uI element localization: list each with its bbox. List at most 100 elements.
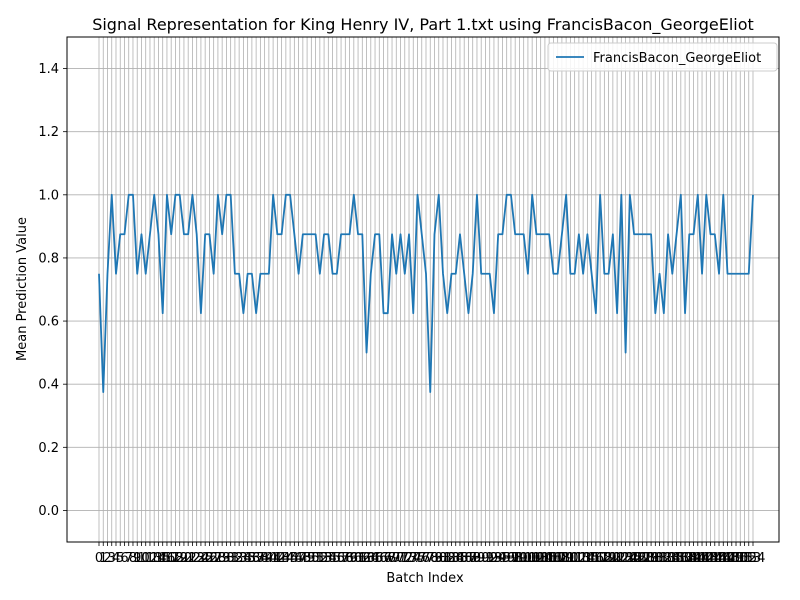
x-tick-label: 141 (685, 551, 710, 566)
y-tick-label: 0.4 (38, 378, 59, 393)
x-tick-label: 5 (116, 551, 124, 566)
y-axis: 0.0 0.2 0.4 0.6 0.8 1.0 1.2 1.4 (38, 62, 67, 519)
x-tick-label: 68 (380, 551, 397, 566)
x-tick-label: 1 (99, 551, 107, 566)
x-axis-label: Batch Index (386, 571, 464, 586)
x-tick-label: 21 (180, 551, 197, 566)
x-tick-label: 116 (579, 551, 604, 566)
x-tick-label: 35 (239, 551, 256, 566)
x-tick-label: 121 (600, 551, 625, 566)
x-tick-label: 8 (129, 551, 137, 566)
x-tick-label: 88 (464, 551, 481, 566)
x-tick-label: 127 (626, 551, 651, 566)
x-tick-label: 101 (516, 551, 541, 566)
x-tick-label: 65 (367, 551, 384, 566)
x-tick-label: 69 (384, 551, 401, 566)
x-tick-label: 40 (261, 551, 278, 566)
x-tick-label: 153 (736, 551, 761, 566)
x-tick-label: 117 (583, 551, 608, 566)
x-tick-label: 113 (566, 551, 591, 566)
series-line (98, 193, 754, 393)
x-tick-label: 0 (95, 551, 103, 566)
x-tick-label: 103 (524, 551, 549, 566)
y-tick-label: 0.2 (38, 441, 59, 456)
x-tick-label: 96 (498, 551, 515, 566)
x-tick-label: 43 (273, 551, 290, 566)
x-tick-label: 60 (346, 551, 363, 566)
x-tick-label: 137 (668, 551, 693, 566)
x-tick-label: 89 (469, 551, 486, 566)
x-tick-label: 57 (333, 551, 350, 566)
y-tick-label: 0.6 (38, 315, 59, 330)
x-tick-label: 61 (350, 551, 367, 566)
x-tick-label: 122 (605, 551, 630, 566)
x-tick-label: 77 (418, 551, 435, 566)
x-tick-label: 151 (728, 551, 753, 566)
x-tick-label: 91 (477, 551, 494, 566)
x-tick-label: 111 (558, 551, 583, 566)
legend: FrancisBacon_GeorgeEliot (547, 42, 778, 72)
x-tick-label: 85 (452, 551, 469, 566)
x-tick-label: 146 (707, 551, 732, 566)
x-tick-label: 39 (256, 551, 273, 566)
x-tick-label: 92 (481, 551, 498, 566)
x-tick-label: 118 (588, 551, 613, 566)
x-tick-label: 142 (690, 551, 715, 566)
x-tick-label: 94 (490, 551, 507, 566)
x-tick-label: 115 (575, 551, 600, 566)
x-tick-label: 82 (439, 551, 456, 566)
x-tick-label: 16 (159, 551, 176, 566)
x-tick-label: 56 (329, 551, 346, 566)
x-tick-label: 75 (409, 551, 426, 566)
x-tick-label: 28 (210, 551, 227, 566)
x-tick-label: 90 (473, 551, 490, 566)
x-tick-label: 73 (401, 551, 418, 566)
x-tick-label: 26 (201, 551, 218, 566)
x-tick-label: 143 (694, 551, 719, 566)
x-tick-label: 58 (337, 551, 354, 566)
x-tick-label: 104 (528, 551, 553, 566)
x-tick-label: 86 (456, 551, 473, 566)
x-tick-label: 46 (286, 551, 303, 566)
grid (67, 37, 779, 542)
chart-title: Signal Representation for King Henry IV,… (92, 15, 754, 35)
x-tick-label: 139 (677, 551, 702, 566)
y-tick-label: 1.2 (38, 125, 59, 140)
x-tick-label: 108 (545, 551, 570, 566)
y-tick-label: 0.0 (38, 504, 59, 519)
x-tick-label: 134 (656, 551, 681, 566)
x-tick-label: 74 (405, 551, 422, 566)
x-tick-label: 114 (571, 551, 596, 566)
x-tick-label: 126 (622, 551, 647, 566)
x-tick-label: 6 (120, 551, 128, 566)
x-tick-label: 144 (698, 551, 723, 566)
x-tick-label: 30 (218, 551, 235, 566)
x-tick-label: 64 (363, 551, 380, 566)
x-tick-label: 3 (108, 551, 116, 566)
x-tick-label: 110 (554, 551, 579, 566)
x-tick-label: 99 (511, 551, 528, 566)
x-tick-label: 125 (617, 551, 642, 566)
x-tick-label: 149 (719, 551, 744, 566)
y-axis-label: Mean Prediction Value (15, 217, 30, 361)
x-tick-label: 66 (371, 551, 388, 566)
x-tick-label: 38 (252, 551, 269, 566)
x-tick-label: 17 (163, 551, 180, 566)
x-tick-label: 49 (299, 551, 316, 566)
x-tick-label: 79 (426, 551, 443, 566)
x-tick-label: 44 (278, 551, 295, 566)
x-tick-label: 145 (702, 551, 727, 566)
x-tick-label: 53 (316, 551, 333, 566)
x-tick-label: 55 (324, 551, 341, 566)
x-tick-label: 140 (681, 551, 706, 566)
x-tick-label: 48 (295, 551, 312, 566)
x-tick-label: 135 (660, 551, 685, 566)
x-tick-label: 51 (307, 551, 324, 566)
x-tick-label: 87 (460, 551, 477, 566)
x-tick-label: 123 (609, 551, 634, 566)
x-axis: 0123456789101112131415161718192021222324… (95, 542, 765, 566)
x-tick-label: 4 (112, 551, 120, 566)
x-tick-label: 25 (197, 551, 214, 566)
